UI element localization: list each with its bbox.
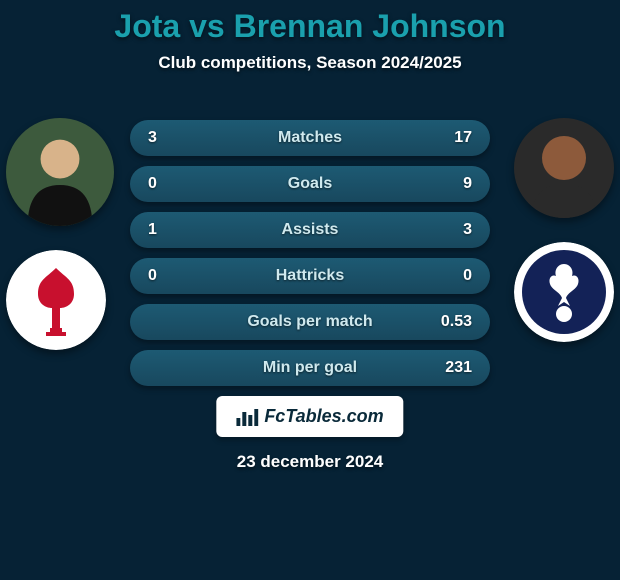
- stat-row: Goals per match0.53: [130, 304, 490, 340]
- player-photo-icon: [6, 118, 114, 226]
- stat-row: 3Matches17: [130, 120, 490, 156]
- stat-row: 1Assists3: [130, 212, 490, 248]
- brand-chip[interactable]: FcTables.com: [216, 396, 403, 437]
- left-column: [6, 118, 116, 350]
- stat-right-value: 0.53: [422, 313, 472, 331]
- stat-left-value: 1: [148, 221, 198, 239]
- stat-label: Goals per match: [198, 313, 422, 331]
- stat-right-value: 0: [422, 267, 472, 285]
- brand-text: FcTables.com: [264, 406, 383, 427]
- club-badge-right: [514, 242, 614, 342]
- forest-badge-icon: [6, 250, 106, 350]
- stat-label: Assists: [198, 221, 422, 239]
- player-avatar-left: [6, 118, 114, 226]
- player-avatar-right: [514, 118, 614, 218]
- comparison-card: Jota vs Brennan Johnson Club competition…: [0, 0, 620, 580]
- stat-label: Min per goal: [198, 359, 422, 377]
- bars-icon: [236, 408, 258, 426]
- stat-row: 0Hattricks0: [130, 258, 490, 294]
- player-photo-icon: [514, 118, 614, 218]
- date-text: 23 december 2024: [0, 452, 620, 472]
- page-title: Jota vs Brennan Johnson: [0, 0, 620, 45]
- stat-right-value: 9: [422, 175, 472, 193]
- stats-list: 3Matches170Goals91Assists30Hattricks0Goa…: [130, 120, 490, 396]
- stat-row: Min per goal231: [130, 350, 490, 386]
- spurs-badge-icon: [514, 242, 614, 342]
- stat-left-value: 0: [148, 175, 198, 193]
- stat-label: Hattricks: [198, 267, 422, 285]
- stat-label: Matches: [198, 129, 422, 147]
- stat-left-value: 3: [148, 129, 198, 147]
- stat-right-value: 17: [422, 129, 472, 147]
- stat-row: 0Goals9: [130, 166, 490, 202]
- club-badge-left: [6, 250, 106, 350]
- stat-right-value: 3: [422, 221, 472, 239]
- subtitle: Club competitions, Season 2024/2025: [0, 53, 620, 73]
- stat-left-value: 0: [148, 267, 198, 285]
- stat-right-value: 231: [422, 359, 472, 377]
- right-column: [504, 118, 614, 342]
- stat-label: Goals: [198, 175, 422, 193]
